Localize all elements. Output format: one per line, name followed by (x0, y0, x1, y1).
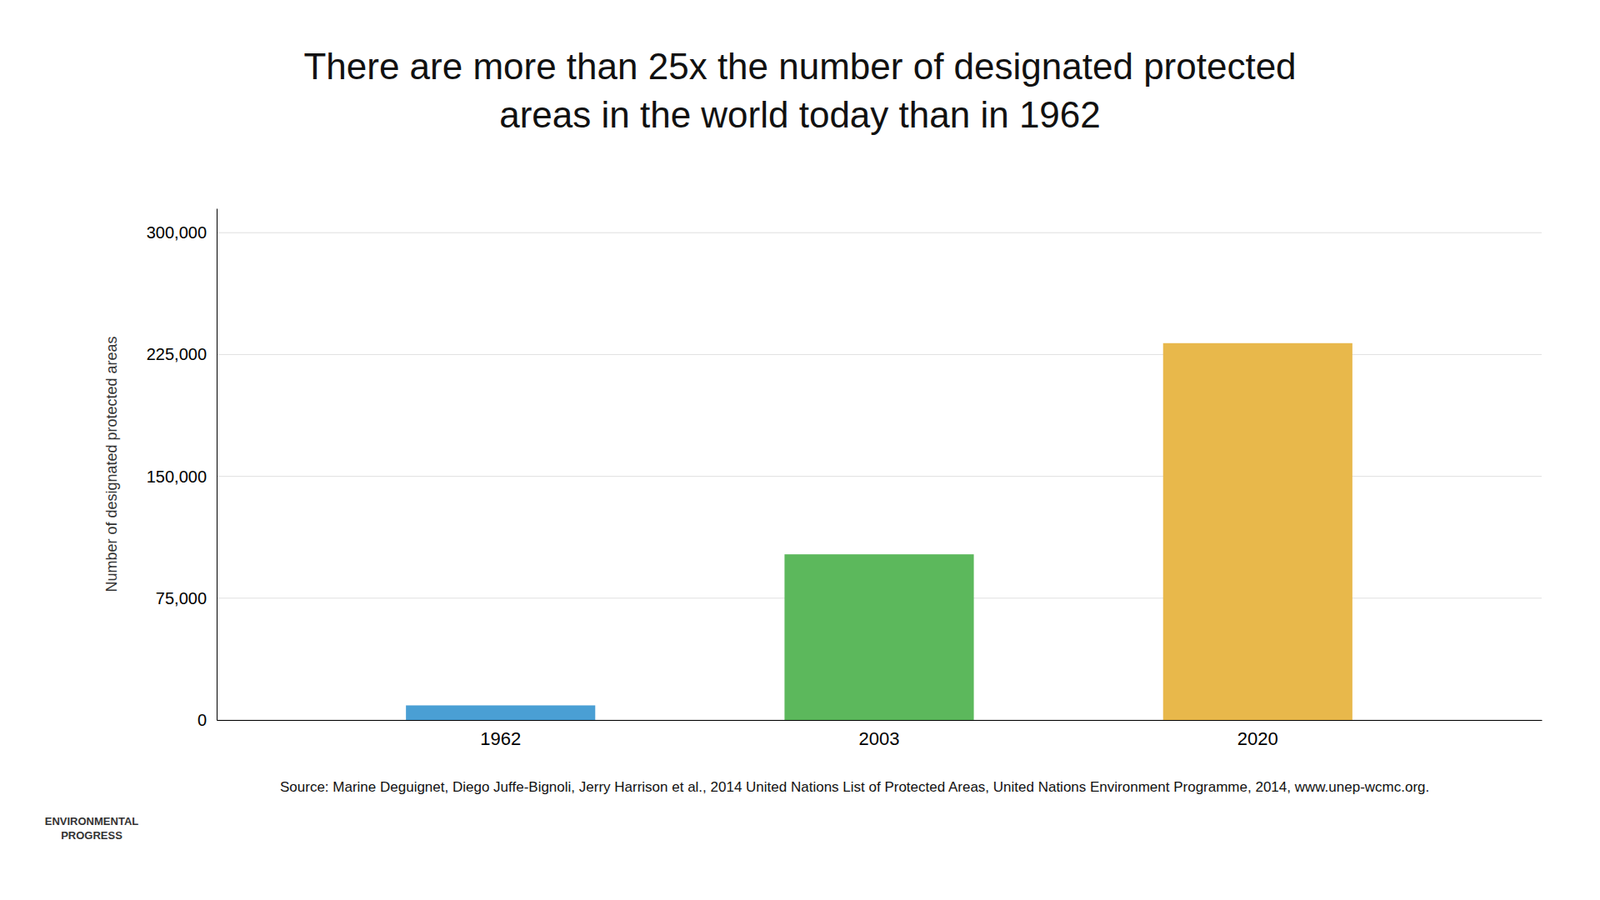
bar (1163, 343, 1353, 720)
y-tick: 150,000 (146, 467, 217, 486)
grid-line (216, 232, 1542, 234)
x-tick-label: 1962 (480, 728, 521, 750)
y-tick: 225,000 (146, 345, 217, 364)
bar (405, 705, 595, 720)
text-line: ENVIRONMENTAL (45, 815, 139, 828)
x-axis: 1962 2003 2020 (217, 720, 1543, 750)
x-tick: 2020 (1237, 720, 1279, 750)
y-tick: 0 (197, 710, 217, 730)
y-tick-label: 150,000 (146, 467, 207, 486)
y-tick-label: 0 (197, 710, 207, 730)
y-tick-label: 300,000 (146, 223, 207, 242)
x-axis-line (217, 720, 1543, 721)
y-axis-title: Number of designated protected areas (103, 335, 120, 592)
text-line: areas in the world today than in 1962 (499, 94, 1101, 135)
y-tick: 300,000 (146, 223, 217, 242)
bars (405, 343, 1353, 720)
chart-container: 0 75,000 150,000 225,000 300,000 1962 2003 2020… (0, 0, 1600, 900)
logo-text: ENVIRONMENTALPROGRESS (45, 815, 139, 842)
y-tick-label: 75,000 (155, 589, 207, 608)
x-tick: 1962 (480, 720, 521, 750)
text-line: PROGRESS (60, 829, 123, 842)
source-note: Source: Marine Deguignet, Diego Juffe-Bi… (280, 779, 1430, 795)
bar (784, 554, 974, 720)
y-axis-line (216, 209, 218, 721)
title: There are more than 25x the number of de… (303, 45, 1296, 135)
y-tick-label: 225,000 (146, 345, 207, 364)
x-tick: 2003 (859, 720, 900, 750)
grid (216, 232, 1542, 720)
y-axis: 0 75,000 150,000 225,000 300,000 (146, 209, 218, 730)
chart-svg: 0 75,000 150,000 225,000 300,000 1962 2003 2020… (0, 0, 1600, 900)
x-tick-label: 2020 (1237, 728, 1279, 750)
text-line: Source: Marine Deguignet, Diego Juffe-Bi… (280, 779, 1430, 795)
text-line: There are more than 25x the number of de… (303, 45, 1296, 87)
y-tick: 75,000 (155, 589, 217, 608)
x-tick-label: 2003 (859, 728, 900, 750)
